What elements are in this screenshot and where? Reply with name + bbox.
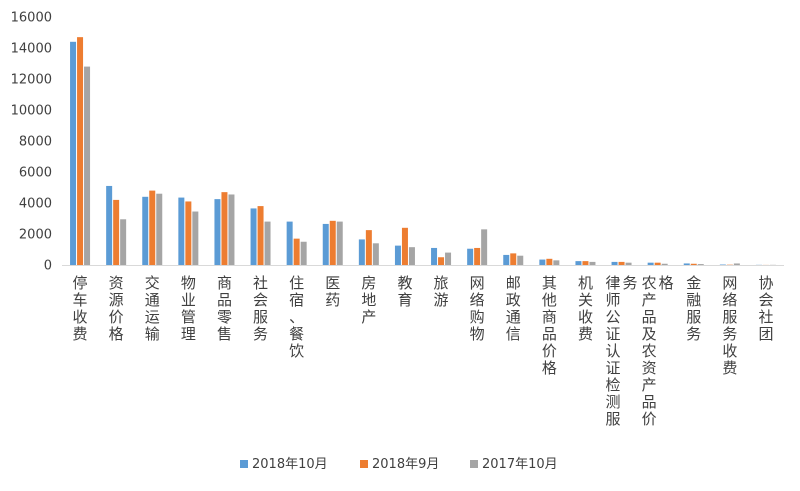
bar [214,199,221,265]
category-label: 律师公证认证检测服务 [606,274,638,428]
bar [690,263,697,265]
bar [365,230,372,265]
bar [156,193,163,265]
bar [372,243,379,265]
bar [286,221,293,265]
legend-label: 2018年10月 [252,457,328,472]
category-label: 房地产 [361,274,376,326]
category-label: 教育 [397,274,412,309]
bar [70,41,77,265]
category-label: 机关收费 [578,274,593,343]
category-label: 协会社团 [758,274,773,343]
y-tick-label: 0 [44,259,52,274]
category-label: 其他商品价格 [542,274,557,377]
bar [77,37,84,266]
bar [394,245,401,265]
bar [625,262,632,265]
bar [697,264,704,265]
bar [553,260,560,265]
bar [358,239,365,265]
bar [445,252,452,265]
bar [178,197,185,265]
bar [611,261,618,265]
bar [113,199,120,265]
bars [70,37,776,266]
y-tick-label: 10000 [11,104,52,119]
y-tick-label: 4000 [19,197,52,212]
category-label: 资源价格 [109,274,124,343]
bar [510,253,517,265]
bar [438,257,445,265]
legend-swatch [360,460,368,468]
category-label: 网络服务收费 [722,274,737,377]
bar [293,238,300,265]
bar [467,248,474,265]
bar [618,261,625,265]
y-tick-label: 6000 [19,166,52,181]
category-label: 商品零售 [217,274,232,343]
bar [322,223,329,265]
category-label: 物业管理 [181,274,196,343]
bar [408,247,415,265]
y-axis: 0 2000 4000 6000 8000 10000 12000 14000 16000 [11,11,52,274]
legend: 2018年10月 2018年9月 2017年10月 [240,457,558,472]
y-tick-label: 12000 [11,73,52,88]
bar [264,221,271,265]
bar [336,221,343,265]
bar [647,262,654,265]
bar [228,194,235,265]
bar [431,247,438,265]
bar [582,261,589,265]
bar [575,261,582,265]
bar [546,258,553,265]
bar [733,263,740,265]
bar [683,263,690,265]
category-label: 医药 [325,274,340,309]
y-tick-label: 14000 [11,42,52,57]
category-label: 交通运输 [145,274,160,343]
bar [654,262,661,265]
bar [329,220,336,265]
bar [257,206,264,265]
legend-label: 2018年9月 [372,457,439,472]
y-tick-label: 16000 [11,11,52,26]
category-label: 金融服务 [686,274,701,343]
category-label: 停车收费 [73,274,88,343]
bar [185,201,192,265]
bar [250,208,257,265]
bar [84,66,91,265]
bar [142,196,149,265]
bar [106,185,113,265]
y-tick-label: 2000 [19,228,52,243]
category-label: 邮政通信 [506,274,521,343]
bar [661,263,668,265]
category-label: 住宿、餐饮 [289,274,304,360]
bar [539,259,546,265]
bar [481,229,488,265]
legend-swatch [470,460,478,468]
bar [221,192,228,265]
bar [401,227,408,265]
bar [120,219,127,265]
bar [503,254,510,265]
category-labels: 停车收费资源价格交通运输物业管理商品零售社会服务住宿、餐饮医药房地产教育旅游网络… [73,274,774,428]
bar [589,261,596,265]
legend-label: 2017年10月 [482,457,558,472]
bar [300,241,307,265]
bar [149,190,156,265]
category-label: 社会服务 [253,274,268,343]
category-label: 农产品及农资产品价格 [642,274,674,428]
category-label: 网络购物 [470,274,485,343]
legend-swatch [240,460,248,468]
bar [474,247,481,265]
y-tick-label: 8000 [19,135,52,150]
bar [192,211,199,265]
bar [517,255,524,265]
category-label: 旅游 [434,274,449,309]
